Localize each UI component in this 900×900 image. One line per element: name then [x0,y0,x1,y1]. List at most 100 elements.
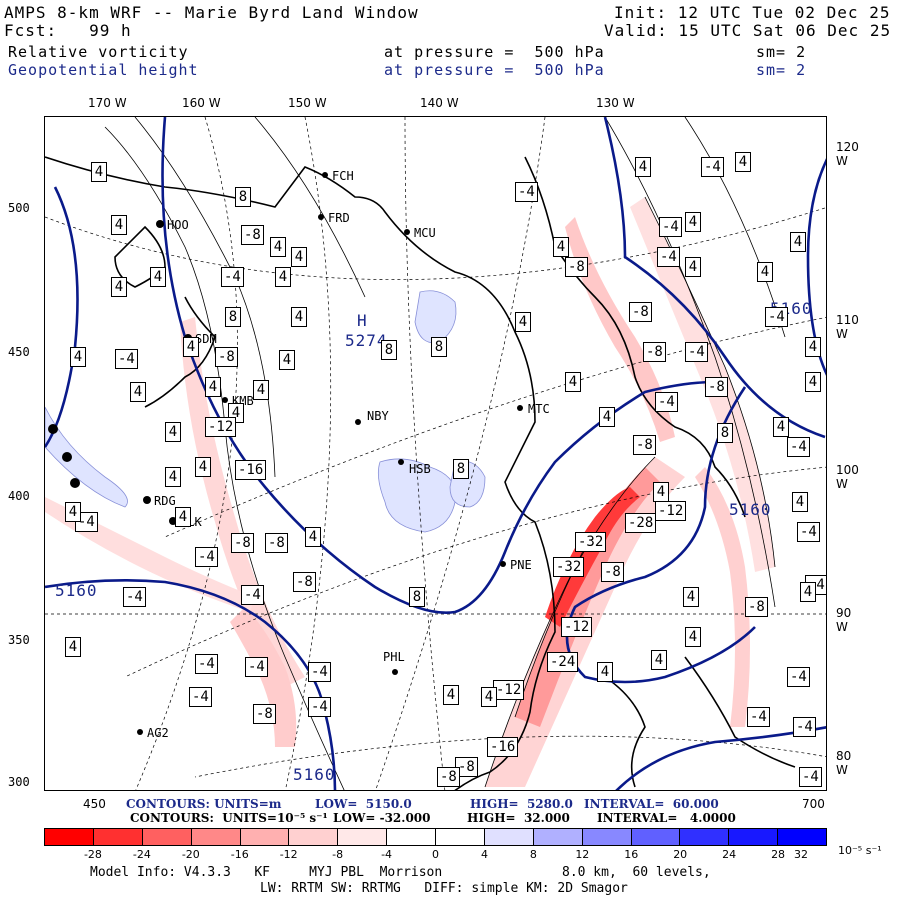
vorticity-contour-label: -4 [765,307,788,327]
colorbar-tick-label: -16 [230,848,249,861]
colorbar-tick-label: 20 [673,848,688,861]
vorticity-contour-label: -4 [515,182,538,202]
vorticity-contour-label: -4 [793,717,816,737]
vorticity-contour-label: -4 [308,697,331,717]
vorticity-contour-label: -16 [487,737,519,757]
colorbar-tick-label: 4 [480,848,488,861]
vorticity-contour-label: -8 [241,225,264,245]
colorbar-swatch [484,829,534,845]
vorticity-contour-label: 4 [305,527,321,547]
vorticity-contour-label: 4 [270,237,286,257]
vorticity-contour-label: -8 [455,757,478,777]
vorticity-contour-label: 4 [130,382,146,402]
vorticity-contour-label: -32 [575,532,607,552]
vorticity-contour-label: 4 [735,152,751,172]
vorticity-contour-label: 4 [291,247,307,267]
vorticity-contour-label: -4 [221,267,244,287]
vorticity-contour-label: 4 [91,162,107,182]
vorticity-contour-label: -12 [493,680,525,700]
vorticity-contour-label: -4 [245,657,268,677]
station-label: FRD [328,211,350,225]
vorticity-contour-label: -8 [629,302,652,322]
vorticity-contour-label: -4 [685,342,708,362]
vorticity-contour-label: 4 [553,237,569,257]
x-tick: 700 [802,797,825,811]
stats-height-high: HIGH= 5280.0 [470,797,573,811]
y-tick: 350 [8,633,30,647]
vorticity-contour-label: -4 [797,522,820,542]
colorbar-swatch [582,829,632,845]
vorticity-contour-label: -8 [253,704,276,724]
vorticity-contour-label: 4 [165,422,181,442]
vorticity-contour-label: 4 [773,417,789,437]
vorticity-contour-label: -4 [308,662,331,682]
vorticity-contour-label: -4 [195,547,218,567]
colorbar-units: 10⁻⁵ s⁻¹ [838,844,882,857]
vorticity-contour-label: -4 [659,217,682,237]
lat-label: 100 W [836,463,859,491]
station-label: RDG [154,494,176,508]
vorticity-contour-label: 4 [275,267,291,287]
colorbar-tick-label: -24 [132,848,151,861]
vorticity-contour-label: 4 [279,350,295,370]
vorticity-contour-label: -24 [547,652,579,672]
station-label: MTC [528,402,550,416]
vorticity-contour-label: 4 [481,687,497,707]
map-canvas [45,117,826,790]
vorticity-contour-label: 4 [599,407,615,427]
vorticity-contour-label: 4 [805,337,821,357]
station-label: MCU [414,226,436,240]
vorticity-contour-label: 8 [235,187,251,207]
colorbar-tick-label: 16 [624,848,639,861]
height-label: 5160 [293,765,336,784]
vorticity-contour-label: 4 [683,587,699,607]
vorticity-contour-label: -8 [231,533,254,553]
forecast-hour: Fcst: 99 h [4,21,132,40]
y-tick: 450 [8,345,30,359]
vorticity-contour-label: -4 [747,707,770,727]
field2-name: Geopotential height [8,61,199,79]
vorticity-contour-label: -8 [293,572,316,592]
field1-smoothing: sm= 2 [756,43,807,61]
colorbar-tick-label: -28 [83,848,102,861]
vorticity-contour-label: -4 [657,247,680,267]
station-label: HOO [167,218,189,232]
field2-level: at pressure = 500 hPa [384,61,605,79]
colorbar [44,828,827,846]
vorticity-contour-label: -4 [787,667,810,687]
vorticity-contour-label: 4 [175,507,191,527]
vorticity-contour-label: 4 [443,685,459,705]
colorbar-tick-label: -8 [332,848,344,861]
vorticity-contour-label: 4 [111,277,127,297]
colorbar-swatch [729,829,779,845]
colorbar-swatch [631,829,681,845]
colorbar-swatch [289,829,339,845]
vorticity-contour-label: 4 [805,372,821,392]
vorticity-contour-label: 4 [111,215,127,235]
model-physics: LW: RRTM SW: RRTMG DIFF: simple KM: 2D S… [260,881,628,896]
vorticity-contour-label: -4 [655,392,678,412]
height-label: 5160 [55,581,98,600]
vorticity-contour-label: -8 [601,562,624,582]
model-info: Model Info: V4.3.3 KF MYJ PBL Morrison [90,865,443,880]
colorbar-swatch [533,829,583,845]
vorticity-contour-label: 8 [409,587,425,607]
colorbar-tick-label: -4 [381,848,393,861]
vorticity-contour-label: -4 [123,587,146,607]
colorbar-swatch [387,829,436,845]
y-tick: 500 [8,201,30,215]
vorticity-contour-label: 4 [800,582,816,602]
vorticity-contour-label: -4 [787,437,810,457]
x-tick: 450 [83,797,106,811]
vorticity-contour-label: 4 [565,372,581,392]
lon-label: 160 W [182,96,221,110]
init-time: Init: 12 UTC Tue 02 Dec 25 [614,3,891,22]
vorticity-contour-label: -16 [235,460,267,480]
lat-label: 80 W [836,749,852,777]
vorticity-contour-label: -8 [265,533,288,553]
vorticity-contour-label: 4 [651,650,667,670]
vorticity-contour-label: 4 [165,467,181,487]
colorbar-swatch [142,829,192,845]
colorbar-tick-label: 28 [771,848,786,861]
vorticity-contour-label: 8 [225,307,241,327]
